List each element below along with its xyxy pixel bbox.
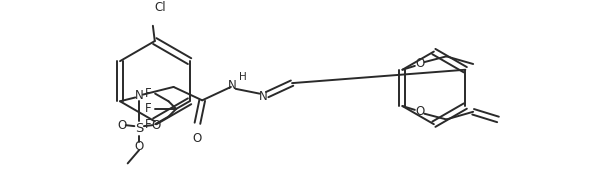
Text: O: O [415,57,425,71]
Text: O: O [152,119,161,132]
Text: O: O [415,105,425,118]
Text: F: F [145,87,151,100]
Text: F: F [145,118,151,131]
Text: Cl: Cl [155,1,166,14]
Text: F: F [145,102,151,115]
Text: N: N [259,90,268,103]
Text: N: N [227,79,236,93]
Text: O: O [193,132,202,145]
Text: O: O [118,119,127,132]
Text: H: H [239,72,247,82]
Text: O: O [134,140,144,153]
Text: N: N [134,89,144,102]
Text: S: S [135,122,144,136]
